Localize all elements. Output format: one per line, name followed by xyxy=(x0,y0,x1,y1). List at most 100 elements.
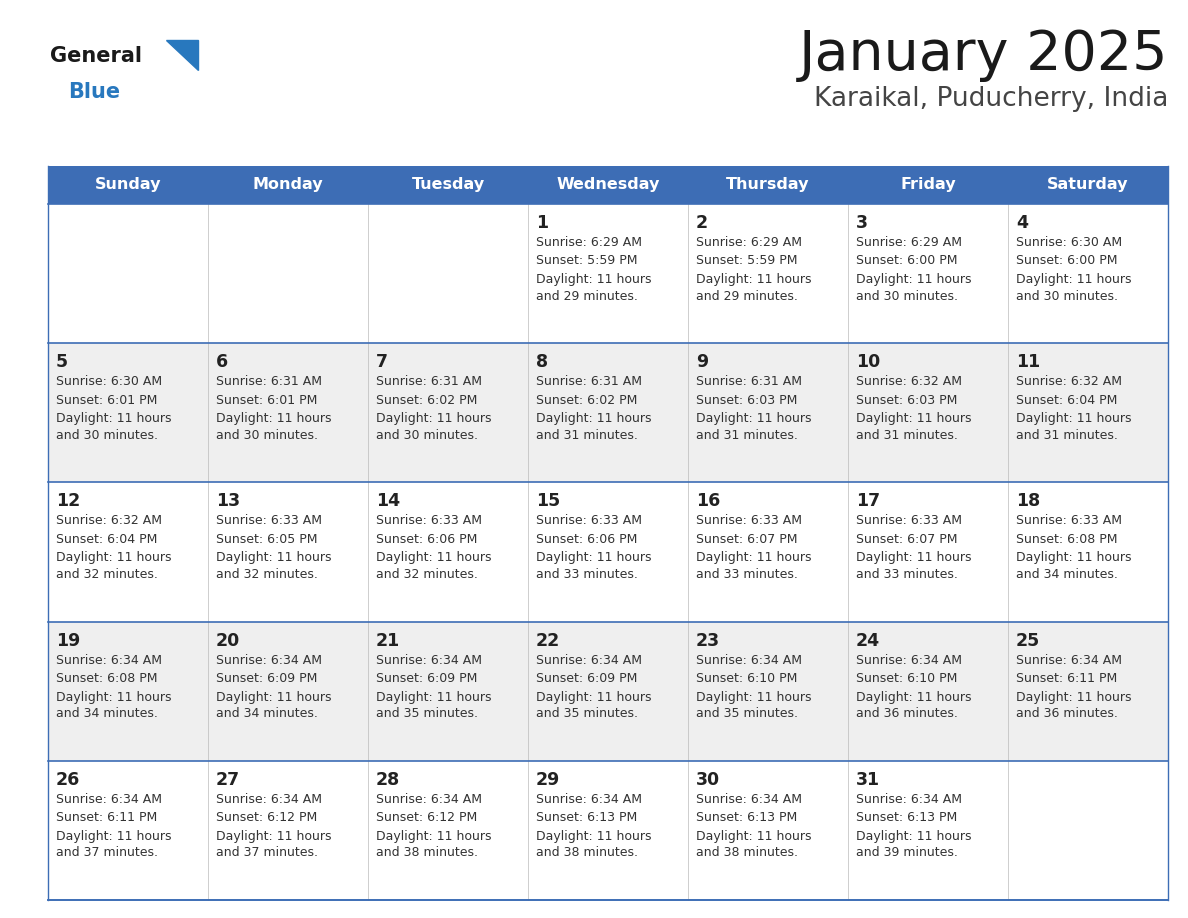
Text: 4: 4 xyxy=(1016,214,1028,232)
Text: 18: 18 xyxy=(1016,492,1041,510)
Text: Sunset: 6:10 PM: Sunset: 6:10 PM xyxy=(696,672,797,685)
Text: 31: 31 xyxy=(857,771,880,789)
Text: Daylight: 11 hours
and 29 minutes.: Daylight: 11 hours and 29 minutes. xyxy=(696,273,811,303)
Text: Thursday: Thursday xyxy=(726,177,810,193)
Text: Sunset: 6:13 PM: Sunset: 6:13 PM xyxy=(696,812,797,824)
Text: Sunset: 6:12 PM: Sunset: 6:12 PM xyxy=(216,812,317,824)
Text: Sunrise: 6:33 AM: Sunrise: 6:33 AM xyxy=(857,514,962,528)
Bar xyxy=(48,482,208,621)
Bar xyxy=(688,343,848,482)
Text: Daylight: 11 hours
and 31 minutes.: Daylight: 11 hours and 31 minutes. xyxy=(857,412,972,442)
Text: Sunrise: 6:34 AM: Sunrise: 6:34 AM xyxy=(375,793,482,806)
Text: Sunset: 6:02 PM: Sunset: 6:02 PM xyxy=(375,394,478,407)
Text: Sunset: 6:06 PM: Sunset: 6:06 PM xyxy=(536,533,638,546)
Text: 1: 1 xyxy=(536,214,548,232)
Text: Daylight: 11 hours
and 36 minutes.: Daylight: 11 hours and 36 minutes. xyxy=(857,690,972,720)
Text: Sunrise: 6:31 AM: Sunrise: 6:31 AM xyxy=(216,375,322,388)
Text: Sunrise: 6:34 AM: Sunrise: 6:34 AM xyxy=(375,654,482,666)
Bar xyxy=(527,166,688,204)
Text: Sunset: 6:03 PM: Sunset: 6:03 PM xyxy=(696,394,797,407)
Bar xyxy=(368,761,527,900)
Bar xyxy=(1007,621,1168,761)
Bar xyxy=(848,166,1007,204)
Text: Daylight: 11 hours
and 39 minutes.: Daylight: 11 hours and 39 minutes. xyxy=(857,830,972,859)
Bar xyxy=(368,166,527,204)
Text: Sunset: 6:10 PM: Sunset: 6:10 PM xyxy=(857,672,958,685)
Text: 15: 15 xyxy=(536,492,561,510)
Text: Daylight: 11 hours
and 36 minutes.: Daylight: 11 hours and 36 minutes. xyxy=(1016,690,1131,720)
Text: 24: 24 xyxy=(857,632,880,650)
Text: Sunset: 6:07 PM: Sunset: 6:07 PM xyxy=(857,533,958,546)
Text: Sunrise: 6:34 AM: Sunrise: 6:34 AM xyxy=(696,654,802,666)
Text: Sunrise: 6:34 AM: Sunrise: 6:34 AM xyxy=(56,793,162,806)
Text: Sunset: 6:12 PM: Sunset: 6:12 PM xyxy=(375,812,478,824)
Bar xyxy=(48,166,208,204)
Text: Sunset: 6:01 PM: Sunset: 6:01 PM xyxy=(216,394,317,407)
Bar xyxy=(368,343,527,482)
Bar xyxy=(848,343,1007,482)
Text: Sunrise: 6:33 AM: Sunrise: 6:33 AM xyxy=(696,514,802,528)
Text: Sunrise: 6:33 AM: Sunrise: 6:33 AM xyxy=(216,514,322,528)
Text: Daylight: 11 hours
and 30 minutes.: Daylight: 11 hours and 30 minutes. xyxy=(375,412,492,442)
Text: Sunset: 6:13 PM: Sunset: 6:13 PM xyxy=(857,812,958,824)
Bar xyxy=(848,761,1007,900)
Text: 23: 23 xyxy=(696,632,720,650)
Bar xyxy=(688,204,848,343)
Text: Daylight: 11 hours
and 34 minutes.: Daylight: 11 hours and 34 minutes. xyxy=(216,690,331,720)
Bar xyxy=(208,482,368,621)
Bar xyxy=(527,343,688,482)
Text: Sunset: 6:05 PM: Sunset: 6:05 PM xyxy=(216,533,317,546)
Text: Sunset: 6:01 PM: Sunset: 6:01 PM xyxy=(56,394,157,407)
Text: Sunrise: 6:30 AM: Sunrise: 6:30 AM xyxy=(1016,236,1123,249)
Text: Sunrise: 6:34 AM: Sunrise: 6:34 AM xyxy=(1016,654,1121,666)
Text: Sunset: 6:09 PM: Sunset: 6:09 PM xyxy=(216,672,317,685)
Text: Friday: Friday xyxy=(901,177,956,193)
Bar xyxy=(208,621,368,761)
Text: Daylight: 11 hours
and 31 minutes.: Daylight: 11 hours and 31 minutes. xyxy=(1016,412,1131,442)
Text: Daylight: 11 hours
and 29 minutes.: Daylight: 11 hours and 29 minutes. xyxy=(536,273,651,303)
Text: Sunset: 6:02 PM: Sunset: 6:02 PM xyxy=(536,394,638,407)
Text: Daylight: 11 hours
and 33 minutes.: Daylight: 11 hours and 33 minutes. xyxy=(857,552,972,581)
Text: Daylight: 11 hours
and 32 minutes.: Daylight: 11 hours and 32 minutes. xyxy=(375,552,492,581)
Text: Sunrise: 6:29 AM: Sunrise: 6:29 AM xyxy=(536,236,642,249)
Text: Daylight: 11 hours
and 37 minutes.: Daylight: 11 hours and 37 minutes. xyxy=(216,830,331,859)
Text: Sunrise: 6:32 AM: Sunrise: 6:32 AM xyxy=(56,514,162,528)
Text: Sunrise: 6:33 AM: Sunrise: 6:33 AM xyxy=(536,514,642,528)
Text: Daylight: 11 hours
and 35 minutes.: Daylight: 11 hours and 35 minutes. xyxy=(536,690,651,720)
Text: Karaikal, Puducherry, India: Karaikal, Puducherry, India xyxy=(814,86,1168,112)
Text: Sunset: 6:08 PM: Sunset: 6:08 PM xyxy=(1016,533,1118,546)
Text: Sunset: 6:09 PM: Sunset: 6:09 PM xyxy=(375,672,478,685)
Text: Sunset: 6:09 PM: Sunset: 6:09 PM xyxy=(536,672,638,685)
Text: 8: 8 xyxy=(536,353,548,371)
Bar xyxy=(527,482,688,621)
Text: Sunrise: 6:31 AM: Sunrise: 6:31 AM xyxy=(536,375,642,388)
Text: 20: 20 xyxy=(216,632,240,650)
Bar xyxy=(208,761,368,900)
Text: 21: 21 xyxy=(375,632,400,650)
Bar xyxy=(848,204,1007,343)
Text: Sunrise: 6:34 AM: Sunrise: 6:34 AM xyxy=(56,654,162,666)
Text: Daylight: 11 hours
and 30 minutes.: Daylight: 11 hours and 30 minutes. xyxy=(857,273,972,303)
Text: 10: 10 xyxy=(857,353,880,371)
Text: Sunrise: 6:34 AM: Sunrise: 6:34 AM xyxy=(216,793,322,806)
Text: 7: 7 xyxy=(375,353,388,371)
Text: Daylight: 11 hours
and 32 minutes.: Daylight: 11 hours and 32 minutes. xyxy=(216,552,331,581)
Bar xyxy=(848,621,1007,761)
Text: Daylight: 11 hours
and 31 minutes.: Daylight: 11 hours and 31 minutes. xyxy=(696,412,811,442)
Bar xyxy=(688,621,848,761)
Text: 19: 19 xyxy=(56,632,81,650)
Bar xyxy=(527,204,688,343)
Text: Daylight: 11 hours
and 34 minutes.: Daylight: 11 hours and 34 minutes. xyxy=(1016,552,1131,581)
Bar xyxy=(48,761,208,900)
Text: 27: 27 xyxy=(216,771,240,789)
Bar xyxy=(368,621,527,761)
Text: 16: 16 xyxy=(696,492,720,510)
Text: Daylight: 11 hours
and 30 minutes.: Daylight: 11 hours and 30 minutes. xyxy=(56,412,171,442)
Text: Sunset: 6:11 PM: Sunset: 6:11 PM xyxy=(56,812,157,824)
Text: 26: 26 xyxy=(56,771,81,789)
Text: 11: 11 xyxy=(1016,353,1041,371)
Bar xyxy=(48,621,208,761)
Text: Blue: Blue xyxy=(68,82,120,102)
Text: Sunrise: 6:29 AM: Sunrise: 6:29 AM xyxy=(857,236,962,249)
Bar xyxy=(527,621,688,761)
